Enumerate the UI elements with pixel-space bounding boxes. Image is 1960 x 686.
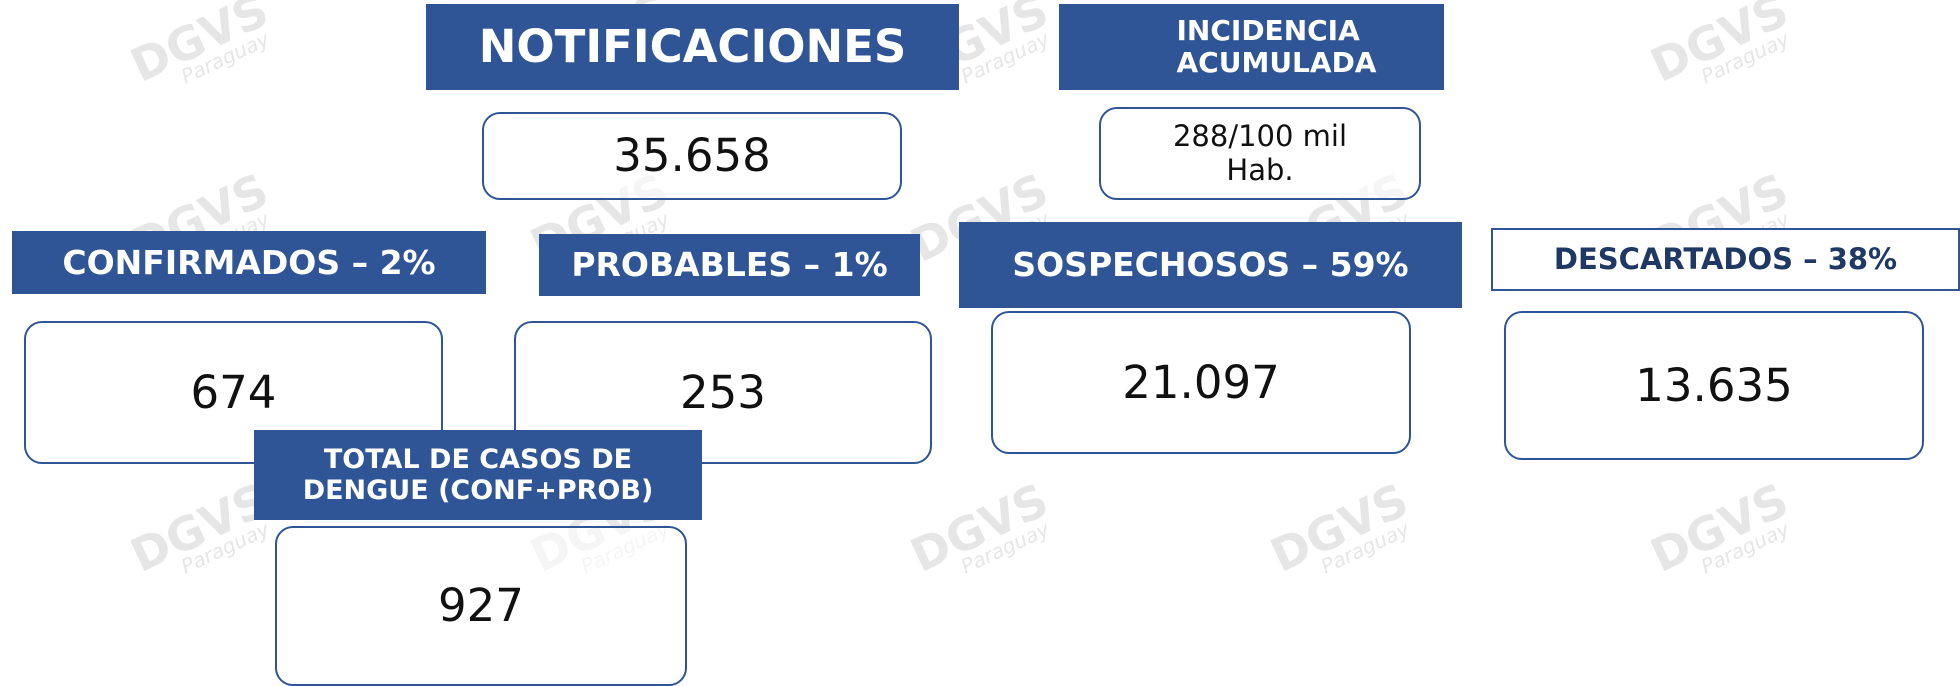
value-box: 927 bbox=[275, 526, 687, 686]
card-value: 927 bbox=[438, 579, 524, 633]
card-title-text: NOTIFICACIONES bbox=[478, 20, 907, 74]
card-title-text: DESCARTADOS – 38% bbox=[1553, 241, 1898, 276]
watermark-brand: DGVS bbox=[1642, 472, 1797, 583]
watermark-brand: DGVS bbox=[902, 472, 1057, 583]
watermark-region: Paraguay bbox=[957, 26, 1053, 89]
card-title: NOTIFICACIONES bbox=[426, 4, 959, 90]
card-value: 288/100 mil Hab. bbox=[1172, 119, 1348, 187]
watermark-region: Paraguay bbox=[1697, 516, 1793, 579]
value-box: 13.635 bbox=[1504, 311, 1924, 460]
card-value: 674 bbox=[190, 365, 277, 419]
card-title: SOSPECHOSOS – 59% bbox=[959, 222, 1462, 308]
card-title: DESCARTADOS – 38% bbox=[1491, 228, 1960, 291]
card-title-text: PROBABLES – 1% bbox=[571, 245, 888, 285]
card-title: INCIDENCIA ACUMULADA bbox=[1059, 4, 1444, 90]
watermark-region: Paraguay bbox=[177, 26, 273, 89]
card-value: 21.097 bbox=[1122, 355, 1280, 409]
card-title-text: INCIDENCIA ACUMULADA bbox=[1176, 13, 1377, 79]
watermark-region: Paraguay bbox=[957, 516, 1053, 579]
value-box: 21.097 bbox=[991, 311, 1411, 454]
card-title: PROBABLES – 1% bbox=[539, 234, 920, 296]
card-value: 35.658 bbox=[613, 129, 771, 183]
watermark-brand: DGVS bbox=[1642, 0, 1797, 93]
watermark-region: Paraguay bbox=[177, 516, 273, 579]
value-box: 35.658 bbox=[482, 112, 902, 200]
value-box: 288/100 mil Hab. bbox=[1099, 107, 1421, 200]
card-title: TOTAL DE CASOS DE DENGUE (CONF+PROB) bbox=[254, 430, 702, 520]
page: DGVS Paraguay DGVS Paraguay DGVS Paraguay DGVS… bbox=[12, 0, 1960, 686]
card-value: 253 bbox=[680, 365, 766, 419]
watermark-region: Paraguay bbox=[1317, 516, 1413, 579]
card-title-text: CONFIRMADOS – 2% bbox=[62, 242, 436, 282]
card-title-text: TOTAL DE CASOS DE DENGUE (CONF+PROB) bbox=[302, 443, 654, 506]
watermark-region: Paraguay bbox=[1697, 26, 1793, 89]
watermark-brand: DGVS bbox=[1262, 472, 1417, 583]
card-value: 13.635 bbox=[1635, 358, 1793, 412]
card-title-text: SOSPECHOSOS – 59% bbox=[1012, 245, 1409, 285]
card-title: CONFIRMADOS – 2% bbox=[12, 231, 486, 294]
watermark-brand: DGVS bbox=[122, 0, 277, 93]
